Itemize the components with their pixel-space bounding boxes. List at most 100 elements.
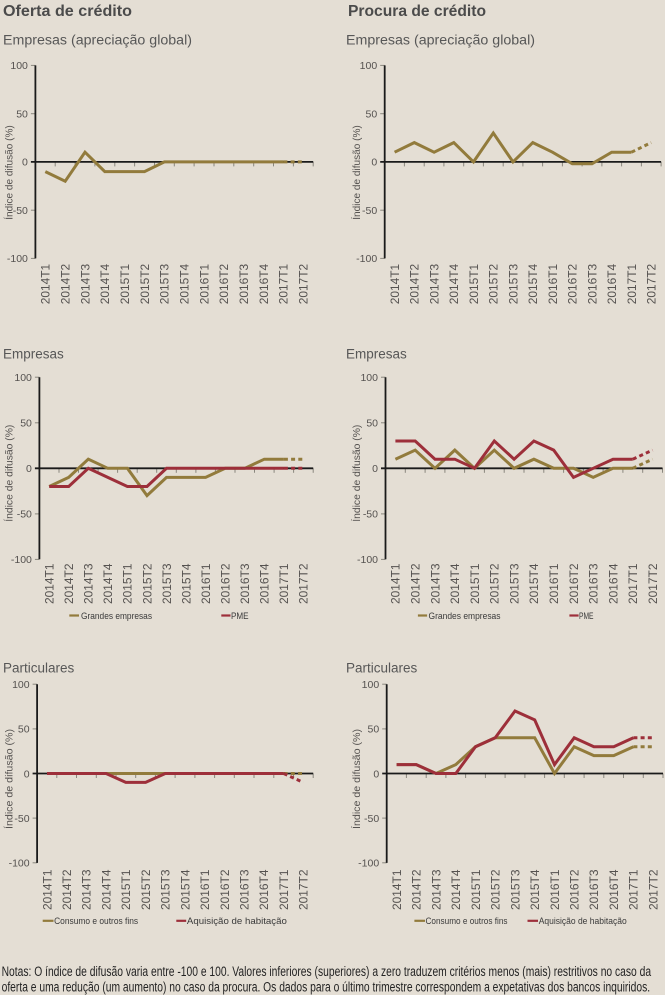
svg-text:2016T4: 2016T4 [607, 263, 619, 304]
svg-text:2016T2: 2016T2 [570, 870, 582, 911]
svg-text:2016T1: 2016T1 [549, 564, 561, 605]
svg-text:2014T1: 2014T1 [390, 264, 402, 305]
svg-text:2015T2: 2015T2 [489, 264, 501, 305]
svg-text:2014T2: 2014T2 [61, 264, 73, 305]
svg-text:100: 100 [360, 60, 378, 72]
svg-text:2015T2: 2015T2 [491, 870, 503, 911]
svg-text:-50: -50 [362, 205, 377, 217]
svg-text:100: 100 [360, 372, 378, 384]
svg-text:Índice de difusão (%): Índice de difusão (%) [350, 125, 363, 220]
svg-text:100: 100 [14, 372, 32, 384]
svg-text:2015T3: 2015T3 [160, 264, 172, 305]
svg-text:Notas: O índice de difusão var: Notas: O índice de difusão varia entre -… [2, 964, 652, 979]
svg-text:2015T2: 2015T2 [490, 564, 502, 605]
svg-text:2017T2: 2017T2 [299, 264, 311, 305]
svg-text:PME: PME [579, 611, 594, 622]
svg-text:2014T1: 2014T1 [391, 564, 403, 605]
svg-text:2017T2: 2017T2 [299, 564, 311, 605]
svg-text:0: 0 [22, 157, 28, 169]
svg-text:2015T4: 2015T4 [180, 263, 192, 304]
svg-text:-100: -100 [358, 858, 379, 870]
svg-text:2016T4: 2016T4 [259, 869, 271, 910]
svg-text:Aquisição de habitação: Aquisição de habitação [539, 916, 627, 927]
svg-text:Índice de difusão (%): Índice de difusão (%) [3, 729, 16, 829]
svg-text:2014T2: 2014T2 [411, 564, 423, 605]
svg-text:oferta e uma redução (um aumen: oferta e uma redução (um aumento) no cas… [2, 979, 651, 994]
svg-text:-50: -50 [17, 509, 32, 521]
svg-text:2016T2: 2016T2 [569, 564, 581, 605]
svg-text:2016T2: 2016T2 [219, 264, 231, 305]
svg-text:2016T4: 2016T4 [608, 563, 620, 604]
svg-text:-50: -50 [14, 813, 29, 825]
svg-text:2016T4: 2016T4 [259, 263, 271, 304]
svg-text:2014T2: 2014T2 [412, 870, 424, 911]
svg-text:50: 50 [18, 724, 30, 736]
svg-text:2014T1: 2014T1 [392, 870, 404, 911]
svg-text:2016T2: 2016T2 [220, 870, 232, 911]
svg-text:2015T2: 2015T2 [141, 870, 153, 911]
svg-text:Aquisição de habitação: Aquisição de habitação [187, 916, 287, 927]
svg-text:50: 50 [16, 109, 28, 121]
svg-text:2017T2: 2017T2 [648, 870, 660, 911]
svg-text:2014T1: 2014T1 [42, 870, 54, 911]
svg-text:2015T2: 2015T2 [142, 564, 154, 605]
svg-text:2014T3: 2014T3 [80, 264, 92, 305]
svg-text:2016T1: 2016T1 [550, 870, 562, 911]
svg-text:Empresas: Empresas [346, 347, 407, 362]
svg-text:2017T1: 2017T1 [627, 264, 639, 305]
svg-text:50: 50 [366, 109, 378, 121]
svg-text:Índice de difusão (%): Índice de difusão (%) [3, 125, 16, 220]
svg-text:2017T1: 2017T1 [629, 870, 641, 911]
svg-text:2017T1: 2017T1 [279, 870, 291, 911]
svg-text:2017T1: 2017T1 [279, 564, 291, 605]
svg-text:2015T4: 2015T4 [181, 563, 193, 604]
svg-text:0: 0 [371, 157, 377, 169]
svg-text:Índice de difusão (%): Índice de difusão (%) [350, 729, 363, 829]
svg-text:2014T4: 2014T4 [449, 263, 461, 304]
svg-text:2015T1: 2015T1 [470, 564, 482, 605]
svg-text:50: 50 [20, 418, 32, 430]
svg-text:2014T4: 2014T4 [100, 263, 112, 304]
svg-text:2016T3: 2016T3 [589, 870, 601, 911]
svg-text:2015T2: 2015T2 [140, 264, 152, 305]
svg-text:2016T3: 2016T3 [589, 564, 601, 605]
svg-text:Empresas: Empresas [3, 347, 64, 362]
svg-text:Índice de difusão (%): Índice de difusão (%) [350, 425, 363, 522]
svg-text:-100: -100 [11, 554, 32, 566]
svg-text:-50: -50 [364, 813, 379, 825]
svg-text:-100: -100 [7, 253, 28, 265]
svg-text:PME: PME [231, 611, 249, 622]
svg-text:2015T4: 2015T4 [529, 563, 541, 604]
svg-text:-100: -100 [357, 554, 378, 566]
svg-text:2016T2: 2016T2 [568, 264, 580, 305]
svg-text:2014T3: 2014T3 [82, 870, 94, 911]
svg-text:50: 50 [366, 418, 378, 430]
svg-text:Grandes empresas: Grandes empresas [81, 611, 152, 622]
svg-text:2014T3: 2014T3 [84, 564, 96, 605]
svg-text:2015T1: 2015T1 [120, 264, 132, 305]
svg-text:2016T1: 2016T1 [199, 264, 211, 305]
svg-text:2016T3: 2016T3 [240, 564, 252, 605]
svg-text:2014T4: 2014T4 [103, 563, 115, 604]
svg-text:0: 0 [26, 463, 32, 475]
svg-text:2016T3: 2016T3 [587, 264, 599, 305]
svg-text:2014T3: 2014T3 [429, 264, 441, 305]
svg-text:Empresas (apreciação global): Empresas (apreciação global) [3, 32, 192, 47]
svg-text:2017T2: 2017T2 [299, 870, 311, 911]
svg-text:2017T1: 2017T1 [628, 564, 640, 605]
svg-text:Índice de difusão (%): Índice de difusão (%) [3, 425, 16, 522]
svg-text:100: 100 [362, 679, 380, 691]
svg-text:2016T2: 2016T2 [221, 564, 233, 605]
svg-text:2016T4: 2016T4 [609, 869, 621, 910]
svg-text:0: 0 [24, 768, 30, 780]
svg-text:2014T3: 2014T3 [431, 870, 443, 911]
svg-text:100: 100 [12, 679, 30, 691]
svg-text:Particulares: Particulares [3, 661, 75, 676]
svg-text:2015T3: 2015T3 [161, 870, 173, 911]
svg-text:0: 0 [373, 768, 379, 780]
svg-text:2017T1: 2017T1 [279, 264, 291, 305]
svg-text:2014T2: 2014T2 [410, 264, 422, 305]
svg-text:2014T4: 2014T4 [451, 869, 463, 910]
svg-text:2015T1: 2015T1 [121, 870, 133, 911]
svg-text:2014T3: 2014T3 [430, 564, 442, 605]
